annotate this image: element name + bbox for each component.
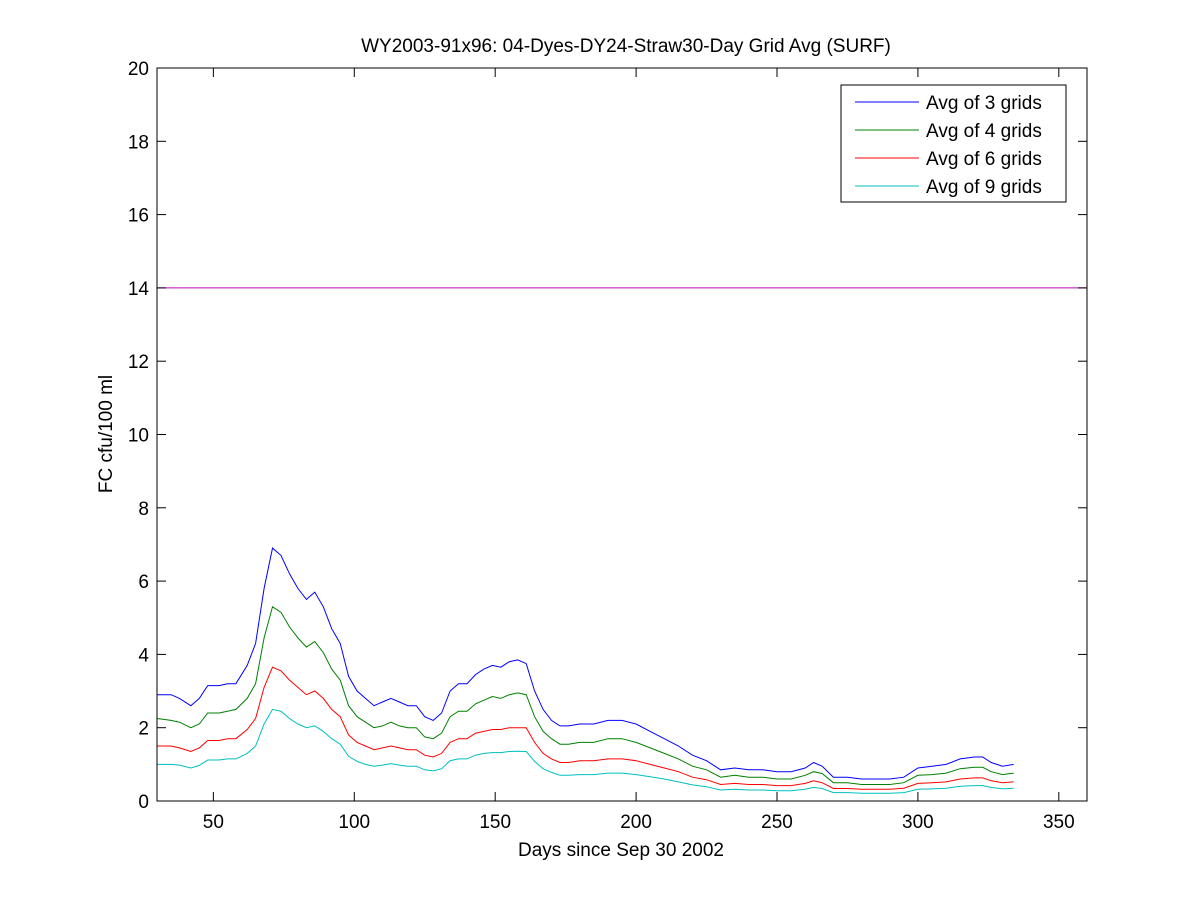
x-tick-label: 50 <box>203 812 224 833</box>
x-tick-label: 200 <box>620 812 652 833</box>
series-line-1 <box>157 547 1014 780</box>
series-line-4 <box>157 708 1014 794</box>
x-axis-title: Days since Sep 30 2002 <box>518 840 724 861</box>
y-tick-label: 18 <box>128 132 149 153</box>
x-tick-label: 300 <box>902 812 934 833</box>
chart-title: WY2003-91x96: 04-Dyes-DY24-Straw30-Day G… <box>361 36 891 57</box>
x-tick-label: 150 <box>479 812 511 833</box>
legend-label: Avg of 4 grids <box>926 121 1042 142</box>
series-line-2 <box>156 606 1014 785</box>
axes-layer: 50 100 150 200 250 300 350 0 2 4 6 8 10 12 14 16 18 20 <box>128 59 1088 833</box>
y-tick-label: 20 <box>128 59 149 80</box>
legend: Avg of 3 grids Avg of 4 grids Avg of 6 gri… <box>840 84 1067 203</box>
y-tick-label: 12 <box>128 352 149 373</box>
y-axis-title: FC cfu/100 ml <box>96 375 117 493</box>
y-tick-label: 2 <box>138 719 149 740</box>
x-tick-label: 350 <box>1043 812 1075 833</box>
x-tick-label: 100 <box>338 812 370 833</box>
legend-box <box>840 84 1067 203</box>
legend-label: Avg of 6 grids <box>926 149 1042 170</box>
x-tick-label: 250 <box>761 812 793 833</box>
series-layer <box>156 547 1014 794</box>
y-tick-label: 16 <box>128 206 149 227</box>
y-tick-label: 6 <box>138 572 149 593</box>
series-line-3 <box>157 666 1014 790</box>
legend-label: Avg of 9 grids <box>926 177 1042 198</box>
legend-label: Avg of 3 grids <box>926 93 1042 114</box>
y-tick-label: 10 <box>128 426 149 447</box>
y-tick-label: 4 <box>138 645 149 666</box>
y-tick-label: 14 <box>128 279 150 300</box>
y-tick-label: 8 <box>138 499 149 520</box>
y-tick-label: 0 <box>138 792 149 813</box>
